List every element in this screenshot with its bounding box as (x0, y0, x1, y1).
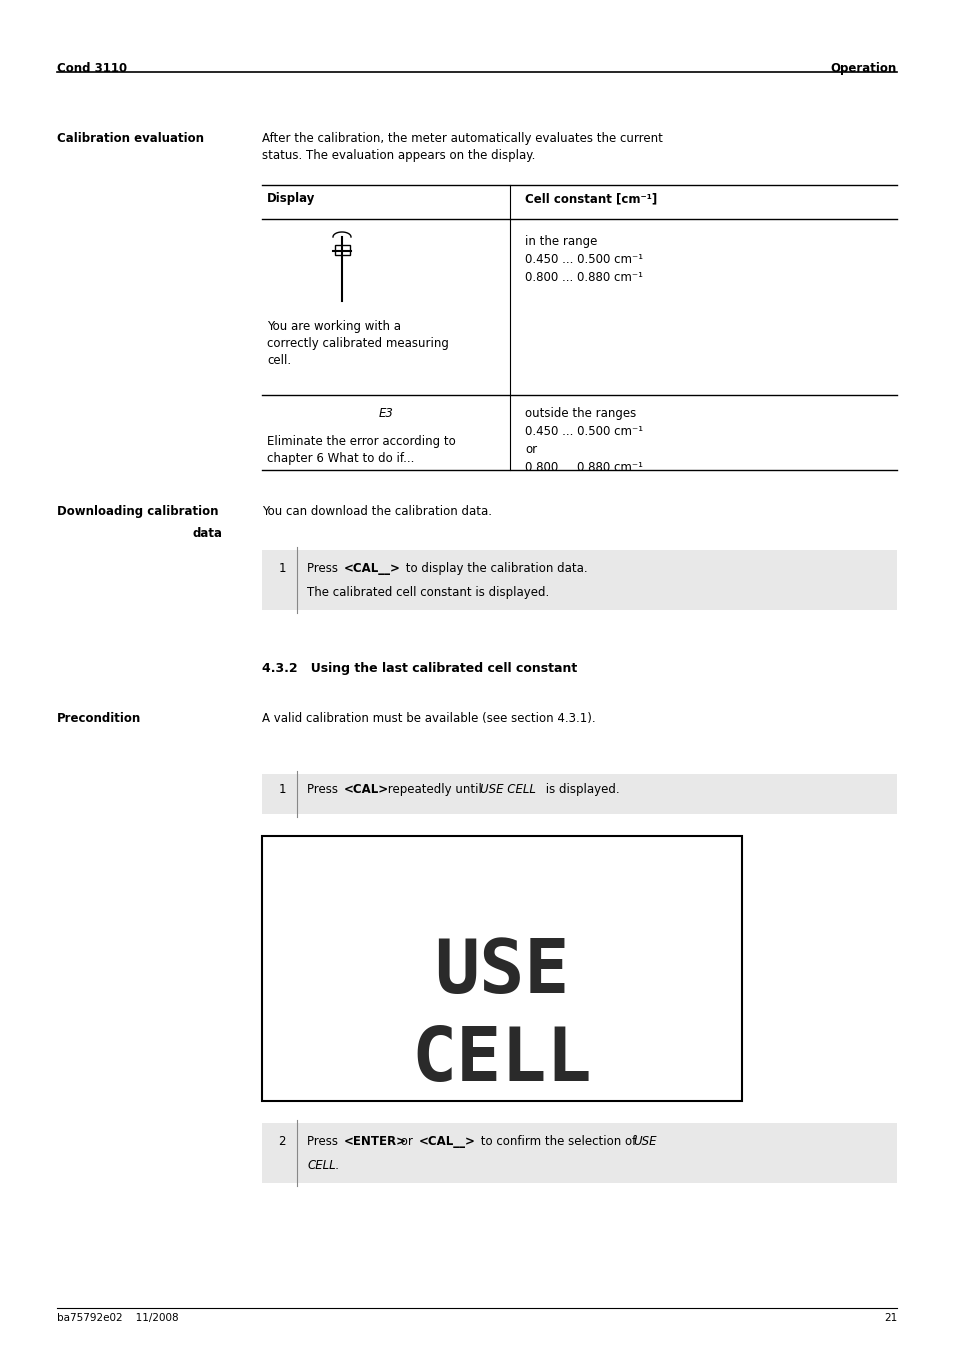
Text: Press: Press (307, 1135, 341, 1148)
Text: 1: 1 (278, 784, 286, 796)
Text: USE CELL: USE CELL (479, 784, 536, 796)
Text: 2: 2 (278, 1135, 286, 1148)
Bar (335, 245, 349, 255)
Text: After the calibration, the meter automatically evaluates the current
status. The: After the calibration, the meter automat… (262, 132, 662, 162)
Text: Cond 3110: Cond 3110 (57, 62, 127, 76)
Text: E3: E3 (378, 407, 393, 420)
Text: The calibrated cell constant is displayed.: The calibrated cell constant is displaye… (307, 586, 549, 598)
Text: <CAL__>: <CAL__> (344, 562, 400, 576)
Text: CELL.: CELL. (307, 1159, 339, 1173)
FancyBboxPatch shape (262, 550, 896, 611)
Text: <CAL>: <CAL> (344, 784, 389, 796)
Text: <CAL__>: <CAL__> (418, 1135, 476, 1148)
Text: Press: Press (307, 562, 341, 576)
Text: is displayed.: is displayed. (541, 784, 619, 796)
Text: Operation: Operation (830, 62, 896, 76)
Text: in the range
0.450 ... 0.500 cm⁻¹
0.800 ... 0.880 cm⁻¹: in the range 0.450 ... 0.500 cm⁻¹ 0.800 … (524, 235, 642, 284)
Text: <ENTER>: <ENTER> (344, 1135, 407, 1148)
FancyBboxPatch shape (262, 1123, 896, 1183)
Text: A valid calibration must be available (see section 4.3.1).: A valid calibration must be available (s… (262, 712, 595, 725)
Text: Precondition: Precondition (57, 712, 141, 725)
Text: USE: USE (434, 936, 569, 1009)
Text: Downloading calibration: Downloading calibration (57, 505, 218, 517)
Text: Calibration evaluation: Calibration evaluation (57, 132, 204, 145)
Text: data: data (192, 527, 222, 540)
Text: USE: USE (633, 1135, 656, 1148)
Text: ba75792e02    11/2008: ba75792e02 11/2008 (57, 1313, 178, 1323)
Text: to confirm the selection of: to confirm the selection of (476, 1135, 639, 1148)
FancyBboxPatch shape (262, 774, 896, 815)
Text: or: or (396, 1135, 416, 1148)
Text: Press: Press (307, 784, 341, 796)
Text: to display the calibration data.: to display the calibration data. (401, 562, 587, 576)
Text: 21: 21 (882, 1313, 896, 1323)
Text: Display: Display (267, 192, 315, 205)
Text: CELL: CELL (412, 1024, 592, 1097)
Text: repeatedly until: repeatedly until (384, 784, 485, 796)
Text: Cell constant [cm⁻¹]: Cell constant [cm⁻¹] (524, 192, 657, 205)
Text: 1: 1 (278, 562, 286, 576)
Text: outside the ranges
0.450 ... 0.500 cm⁻¹
or
0.800 ... 0.880 cm⁻¹: outside the ranges 0.450 ... 0.500 cm⁻¹ … (524, 407, 642, 474)
Text: You can download the calibration data.: You can download the calibration data. (262, 505, 492, 517)
Bar (262, 836, 741, 1101)
Text: Eliminate the error according to
chapter 6 What to do if...: Eliminate the error according to chapter… (267, 435, 456, 465)
Text: 4.3.2   Using the last calibrated cell constant: 4.3.2 Using the last calibrated cell con… (262, 662, 577, 676)
Text: You are working with a
correctly calibrated measuring
cell.: You are working with a correctly calibra… (267, 320, 449, 367)
